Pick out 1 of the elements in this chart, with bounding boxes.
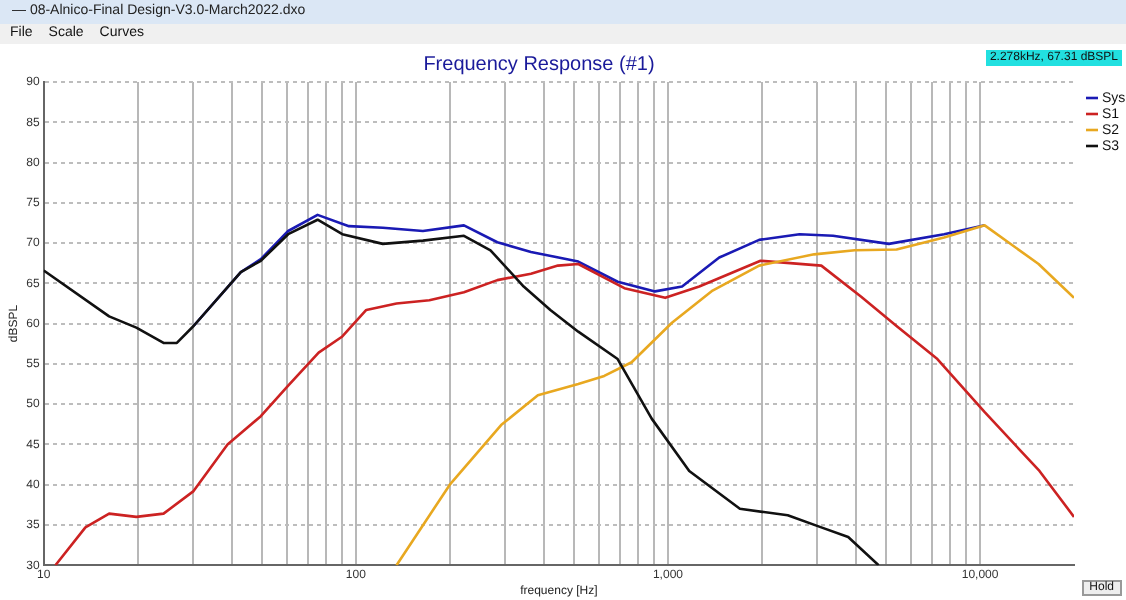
chart-title: Frequency Response (#1) <box>423 53 655 76</box>
